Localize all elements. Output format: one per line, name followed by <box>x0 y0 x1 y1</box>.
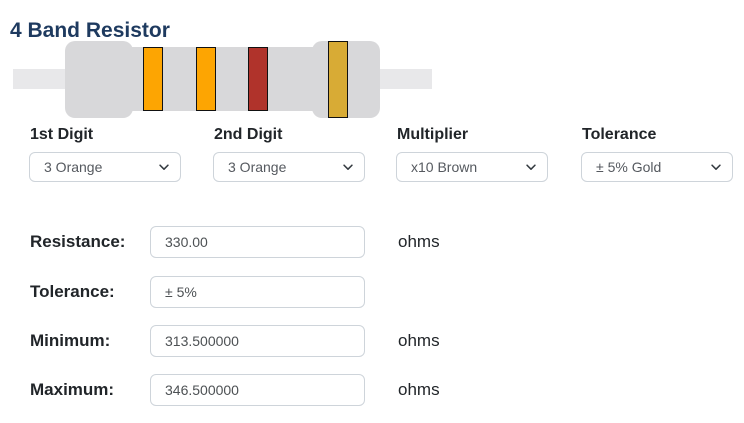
resistor-cap-left <box>65 41 133 118</box>
second-digit-select[interactable]: 3 Orange <box>213 152 365 182</box>
minimum-unit: ohms <box>398 331 440 350</box>
control-multiplier: Multiplier x10 Brown <box>396 126 548 182</box>
output-row-maximum: Maximum: ohms <box>30 374 440 406</box>
multiplier-select-wrap: x10 Brown <box>396 152 548 182</box>
resistor-lead-right <box>377 69 432 89</box>
maximum-unit: ohms <box>398 380 440 399</box>
first-digit-select[interactable]: 3 Orange <box>29 152 181 182</box>
second-digit-label: 2nd Digit <box>214 126 283 143</box>
page-title: 4 Band Resistor <box>10 19 170 43</box>
resistor-lead-left <box>13 69 68 89</box>
multiplier-select[interactable]: x10 Brown <box>396 152 548 182</box>
control-2nd-digit: 2nd Digit 3 Orange <box>213 126 365 182</box>
band-tolerance <box>328 41 348 118</box>
output-row-tolerance: Tolerance: <box>30 276 398 308</box>
second-digit-select-wrap: 3 Orange <box>213 152 365 182</box>
band-2nd-digit <box>196 47 216 111</box>
tolerance-label: Tolerance: <box>30 282 115 301</box>
minimum-input[interactable] <box>150 325 365 357</box>
maximum-input[interactable] <box>150 374 365 406</box>
resistor-body <box>100 47 346 111</box>
resistance-unit: ohms <box>398 232 440 251</box>
output-row-minimum: Minimum: ohms <box>30 325 440 357</box>
resistor-graphic <box>0 0 744 130</box>
first-digit-select-wrap: 3 Orange <box>29 152 181 182</box>
multiplier-label: Multiplier <box>397 126 469 143</box>
tolerance-input[interactable] <box>150 276 365 308</box>
resistance-input[interactable] <box>150 226 365 258</box>
control-tolerance: Tolerance ± 5% Gold <box>581 126 733 182</box>
tolerance-select-label: Tolerance <box>582 126 657 143</box>
minimum-label: Minimum: <box>30 331 111 350</box>
control-1st-digit: 1st Digit 3 Orange <box>29 126 181 182</box>
band-multiplier <box>248 47 268 111</box>
resistance-label: Resistance: <box>30 232 126 251</box>
band-1st-digit <box>143 47 163 111</box>
tolerance-select[interactable]: ± 5% Gold <box>581 152 733 182</box>
first-digit-label: 1st Digit <box>30 126 94 143</box>
maximum-label: Maximum: <box>30 380 115 399</box>
output-row-resistance: Resistance: ohms <box>30 226 440 258</box>
tolerance-select-wrap: ± 5% Gold <box>581 152 733 182</box>
